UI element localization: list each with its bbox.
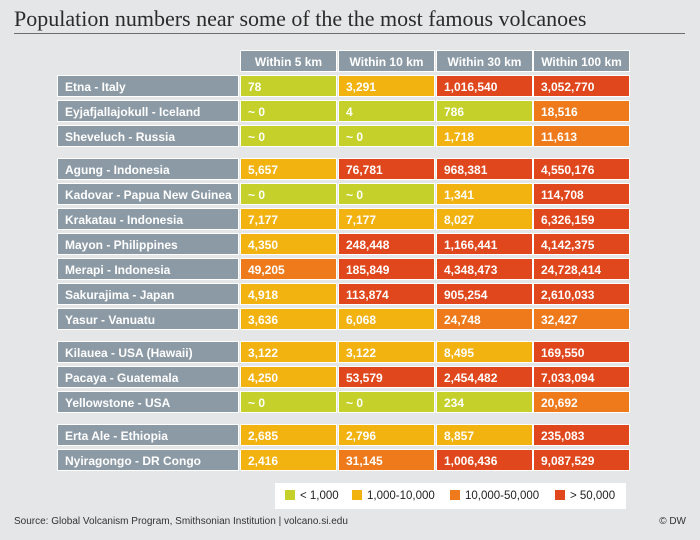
data-cell: 7,177 xyxy=(338,208,435,230)
data-cell: 6,326,159 xyxy=(533,208,630,230)
legend-label: 1,000-10,000 xyxy=(367,490,435,502)
data-cell: 24,748 xyxy=(436,308,533,330)
row-label: Yasur - Vanuatu xyxy=(57,308,239,330)
data-cell: ~ 0 xyxy=(240,183,337,205)
data-cell: 1,341 xyxy=(436,183,533,205)
data-cell: 2,796 xyxy=(338,424,435,446)
data-cell: 6,068 xyxy=(338,308,435,330)
legend-item-1000-10000: 1,000-10,000 xyxy=(352,489,435,503)
legend-item-10000-50000: 10,000-50,000 xyxy=(450,489,539,503)
data-cell: 31,145 xyxy=(338,449,435,471)
data-cell: 1,006,436 xyxy=(436,449,533,471)
row-label: Eyjafjallajokull - Iceland xyxy=(57,100,239,122)
data-cell: 113,874 xyxy=(338,283,435,305)
data-cell: 234 xyxy=(436,391,533,413)
data-cell: 4,250 xyxy=(240,366,337,388)
row-label: Merapi - Indonesia xyxy=(57,258,239,280)
data-cell: 7,177 xyxy=(240,208,337,230)
column-header: Within 30 km xyxy=(436,50,533,72)
legend-item-gt-50000: > 50,000 xyxy=(555,489,615,503)
data-cell: 2,610,033 xyxy=(533,283,630,305)
row-label: Sheveluch - Russia xyxy=(57,125,239,147)
data-cell: 3,052,770 xyxy=(533,75,630,97)
source-note: Source: Global Volcanism Program, Smiths… xyxy=(14,516,348,527)
data-cell: 968,381 xyxy=(436,158,533,180)
data-cell: 9,087,529 xyxy=(533,449,630,471)
data-cell: 2,416 xyxy=(240,449,337,471)
data-cell: 11,613 xyxy=(533,125,630,147)
data-cell: 4,550,176 xyxy=(533,158,630,180)
data-cell: ~ 0 xyxy=(240,100,337,122)
legend-label: 10,000-50,000 xyxy=(465,490,540,502)
row-label: Erta Ale - Ethiopia xyxy=(57,424,239,446)
data-cell: ~ 0 xyxy=(240,391,337,413)
dw-credit: © DW xyxy=(659,516,686,527)
row-label: Kilauea - USA (Hawaii) xyxy=(57,341,239,363)
data-cell: 4,348,473 xyxy=(436,258,533,280)
chart-title: Population numbers near some of the the … xyxy=(14,6,587,31)
data-cell: 3,291 xyxy=(338,75,435,97)
row-label: Etna - Italy xyxy=(57,75,239,97)
data-cell: 20,692 xyxy=(533,391,630,413)
data-cell: 8,027 xyxy=(436,208,533,230)
legend-swatch xyxy=(555,490,565,500)
row-label: Sakurajima - Japan xyxy=(57,283,239,305)
data-cell: 4,350 xyxy=(240,233,337,255)
data-cell: 3,122 xyxy=(240,341,337,363)
legend-label: < 1,000 xyxy=(300,490,339,502)
row-label: Yellowstone - USA xyxy=(57,391,239,413)
column-header: Within 100 km xyxy=(533,50,630,72)
data-cell: 8,857 xyxy=(436,424,533,446)
data-cell: 905,254 xyxy=(436,283,533,305)
data-cell: 3,636 xyxy=(240,308,337,330)
title-divider xyxy=(14,33,685,34)
data-cell: 76,781 xyxy=(338,158,435,180)
data-cell: 248,448 xyxy=(338,233,435,255)
legend-label: > 50,000 xyxy=(570,490,616,502)
data-cell: 78 xyxy=(240,75,337,97)
data-cell: 4,918 xyxy=(240,283,337,305)
data-cell: 169,550 xyxy=(533,341,630,363)
legend-swatch xyxy=(450,490,460,500)
legend-swatch xyxy=(352,490,362,500)
data-cell: 5,657 xyxy=(240,158,337,180)
legend-item-lt-1000: < 1,000 xyxy=(285,489,339,503)
row-label: Nyiragongo - DR Congo xyxy=(57,449,239,471)
row-label: Agung - Indonesia xyxy=(57,158,239,180)
data-cell: 7,033,094 xyxy=(533,366,630,388)
column-header: Within 10 km xyxy=(338,50,435,72)
data-cell: 1,718 xyxy=(436,125,533,147)
legend: < 1,000 1,000-10,000 10,000-50,000 > 50,… xyxy=(275,483,626,509)
data-cell: 185,849 xyxy=(338,258,435,280)
data-cell: 32,427 xyxy=(533,308,630,330)
data-cell: ~ 0 xyxy=(338,183,435,205)
data-cell: 235,083 xyxy=(533,424,630,446)
data-cell: ~ 0 xyxy=(338,391,435,413)
row-label: Kadovar - Papua New Guinea xyxy=(57,183,239,205)
data-cell: 49,205 xyxy=(240,258,337,280)
data-cell: ~ 0 xyxy=(240,125,337,147)
data-cell: 786 xyxy=(436,100,533,122)
data-cell: 24,728,414 xyxy=(533,258,630,280)
data-cell: 8,495 xyxy=(436,341,533,363)
data-cell: 18,516 xyxy=(533,100,630,122)
data-cell: 4 xyxy=(338,100,435,122)
data-cell: 2,454,482 xyxy=(436,366,533,388)
data-cell: ~ 0 xyxy=(338,125,435,147)
row-label: Krakatau - Indonesia xyxy=(57,208,239,230)
legend-swatch xyxy=(285,490,295,500)
data-cell: 1,016,540 xyxy=(436,75,533,97)
row-label: Pacaya - Guatemala xyxy=(57,366,239,388)
data-cell: 114,708 xyxy=(533,183,630,205)
data-cell: 2,685 xyxy=(240,424,337,446)
data-cell: 1,166,441 xyxy=(436,233,533,255)
data-cell: 4,142,375 xyxy=(533,233,630,255)
data-cell: 3,122 xyxy=(338,341,435,363)
row-label: Mayon - Philippines xyxy=(57,233,239,255)
data-cell: 53,579 xyxy=(338,366,435,388)
column-header: Within 5 km xyxy=(240,50,337,72)
